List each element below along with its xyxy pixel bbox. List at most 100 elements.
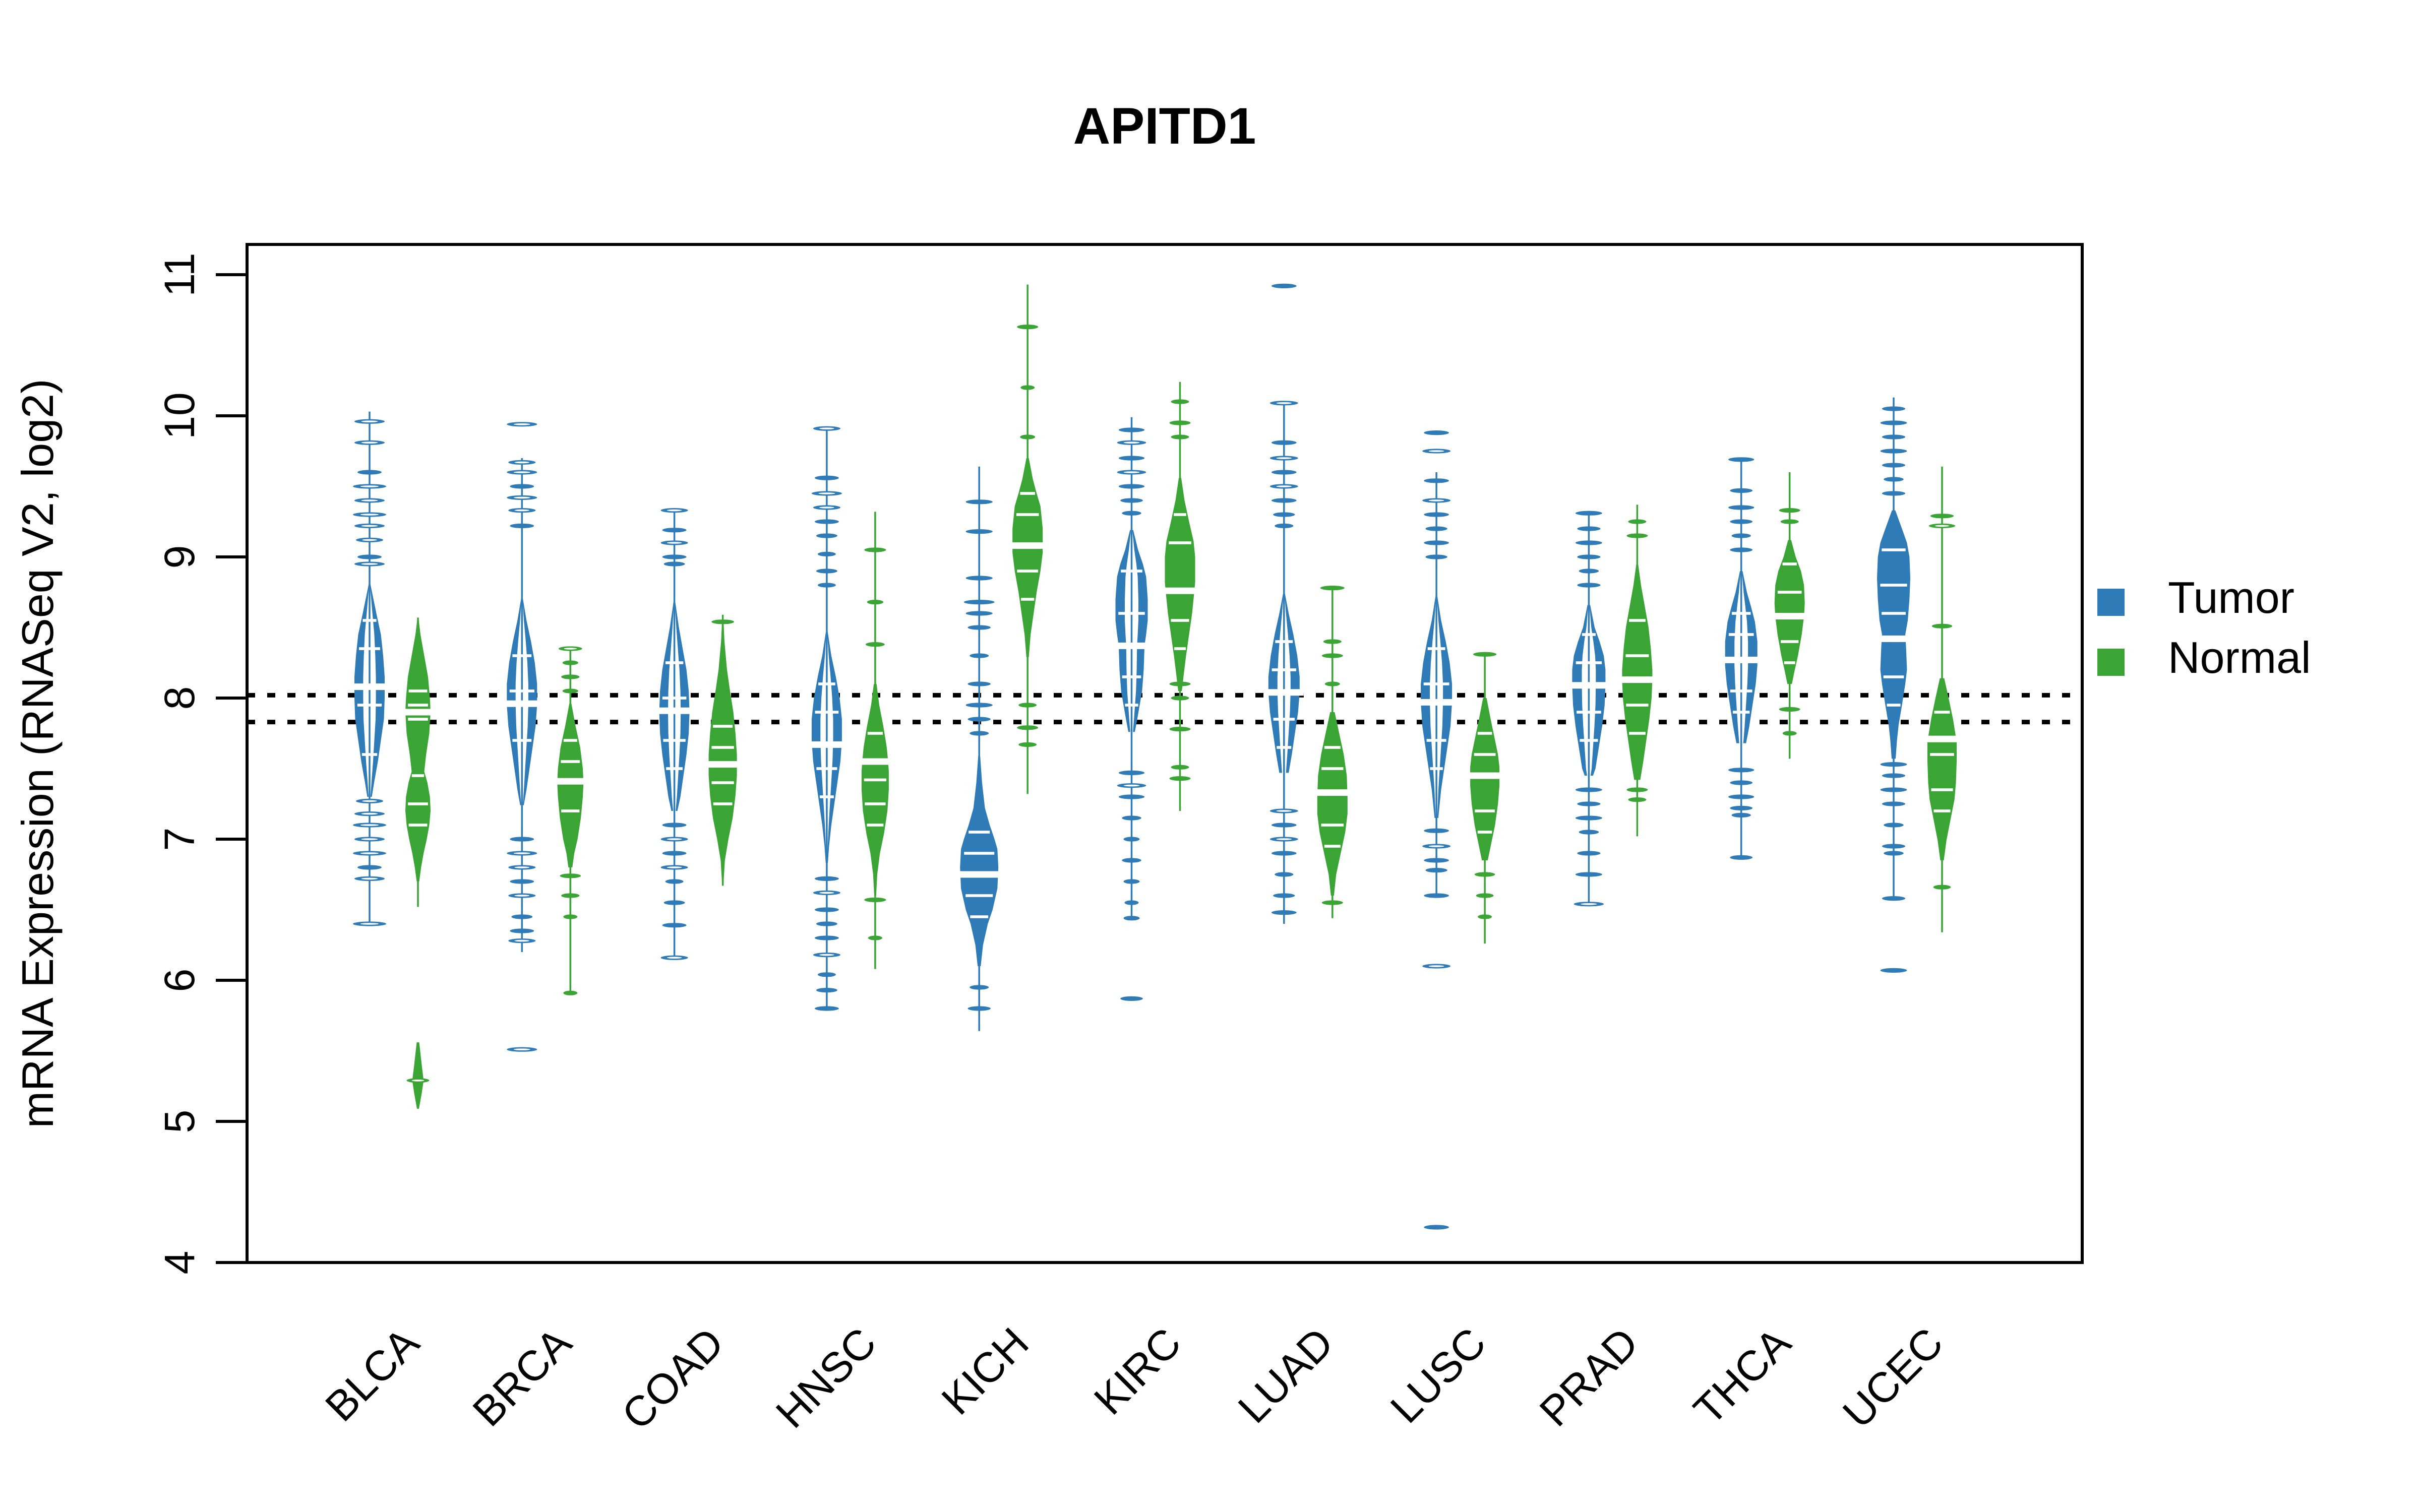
median-gap — [503, 700, 541, 707]
violin-stripe — [1275, 640, 1293, 643]
violin-normal-lusc — [1466, 652, 1504, 944]
median-gap — [808, 741, 846, 748]
outlier-dash — [1424, 478, 1449, 483]
violin-stripe — [867, 824, 884, 827]
y-tick-label: 11 — [156, 253, 203, 296]
violin-tumor-prad — [1568, 511, 1610, 907]
outlier-dash — [511, 914, 533, 919]
violin-normal-kirc — [1162, 382, 1198, 811]
median-gap — [956, 871, 1002, 878]
median-gap — [1923, 735, 1961, 742]
violin-normal-blca — [401, 617, 435, 1109]
violin-body — [1165, 478, 1195, 691]
legend-swatch-normal — [2097, 649, 2125, 676]
violin-normal-hnsc — [858, 512, 892, 969]
median-gap — [401, 709, 435, 716]
outlier-dash — [1577, 583, 1601, 588]
violin-stripe — [1020, 492, 1035, 495]
violin-stripe — [711, 746, 734, 749]
outlier-dash-core — [819, 892, 834, 894]
outlier-dash — [864, 897, 886, 902]
outlier-dash-core — [513, 852, 530, 854]
outlier-dash — [1272, 498, 1297, 503]
x-category-label: BRCA — [464, 1318, 581, 1435]
outlier-dash — [1118, 427, 1145, 432]
violin-body — [960, 755, 999, 966]
violin-stripe — [1882, 612, 1906, 615]
outlier-dash — [1122, 511, 1141, 516]
outlier-dash-core — [513, 496, 530, 499]
outlier-dash — [814, 907, 839, 912]
violin-stripe — [1430, 767, 1443, 770]
outlier-dash — [866, 642, 885, 647]
y-tick-label: 10 — [156, 392, 203, 439]
outlier-dash — [1884, 477, 1904, 482]
violin-normal-kich — [1008, 284, 1047, 794]
violin-stripe — [965, 894, 993, 897]
outlier-dash-core — [1276, 810, 1292, 812]
outlier-dash — [1425, 554, 1447, 559]
violin-stripe — [1321, 824, 1344, 827]
violin-stripe — [561, 809, 580, 812]
outlier-dash-core — [667, 957, 682, 959]
y-tick-label: 5 — [156, 1110, 203, 1133]
median-gap — [1162, 587, 1198, 594]
violin-stripe — [665, 661, 684, 664]
outlier-dash-core — [1276, 838, 1292, 840]
outlier-dash — [1576, 787, 1602, 792]
outlier-dash — [1782, 731, 1797, 736]
outlier-dash — [1169, 727, 1191, 732]
x-category-label: BLCA — [316, 1318, 428, 1430]
y-tick-label: 7 — [156, 828, 203, 851]
outlier-dash-core — [667, 509, 682, 512]
outlier-dash-core — [1123, 471, 1140, 473]
y-tick-label: 6 — [156, 969, 203, 992]
violin-stripe — [1880, 584, 1907, 587]
outlier-dash — [965, 499, 993, 505]
violin-tumor-thca — [1721, 457, 1762, 860]
violin-tumor-brca — [503, 422, 541, 1052]
violin-stripe — [867, 732, 883, 735]
median-gap — [1264, 689, 1304, 696]
violin-stripe — [1782, 562, 1797, 565]
outlier-dash — [1324, 681, 1340, 686]
outlier-dash — [1576, 815, 1602, 821]
outlier-dash — [665, 879, 684, 884]
median-gap — [858, 758, 892, 765]
violin-stripe — [1883, 675, 1904, 678]
outlier-dash — [1880, 420, 1907, 425]
outlier-dash — [1323, 639, 1342, 644]
outlier-dash — [510, 484, 534, 489]
violin-stripe — [1324, 845, 1341, 848]
violin-stripe — [964, 852, 995, 855]
violin-stripe — [411, 774, 425, 777]
median-gap — [1417, 699, 1457, 706]
outlier-dash — [1933, 885, 1951, 890]
outlier-dash-core — [514, 461, 530, 464]
outlier-dash — [1730, 805, 1753, 810]
outlier-dash — [1425, 868, 1447, 873]
legend: Tumor Normal — [2097, 573, 2311, 682]
outlier-dash — [1780, 519, 1799, 524]
violin-body — [1470, 698, 1500, 860]
outlier-dash — [814, 935, 839, 940]
violin-stripe — [1474, 753, 1496, 756]
outlier-dash — [561, 893, 580, 898]
outlier-dash — [1626, 533, 1648, 538]
outlier-dash — [1478, 914, 1492, 919]
outlier-dash — [1731, 812, 1751, 817]
outlier-dash — [662, 528, 687, 533]
violin-body — [1774, 540, 1805, 684]
outlier-dash — [1576, 540, 1602, 545]
outlier-dash-core — [1276, 485, 1292, 487]
violin-stripe — [1273, 718, 1295, 721]
outlier-dash — [965, 703, 993, 708]
outlier-dash — [1272, 440, 1297, 445]
plot-frame — [246, 243, 2084, 1264]
violin-stripe — [1427, 647, 1445, 650]
outlier-dash — [1122, 815, 1141, 821]
violin-stripe — [1582, 633, 1596, 636]
outlier-dash — [1730, 547, 1753, 552]
violin-body — [412, 1042, 424, 1109]
